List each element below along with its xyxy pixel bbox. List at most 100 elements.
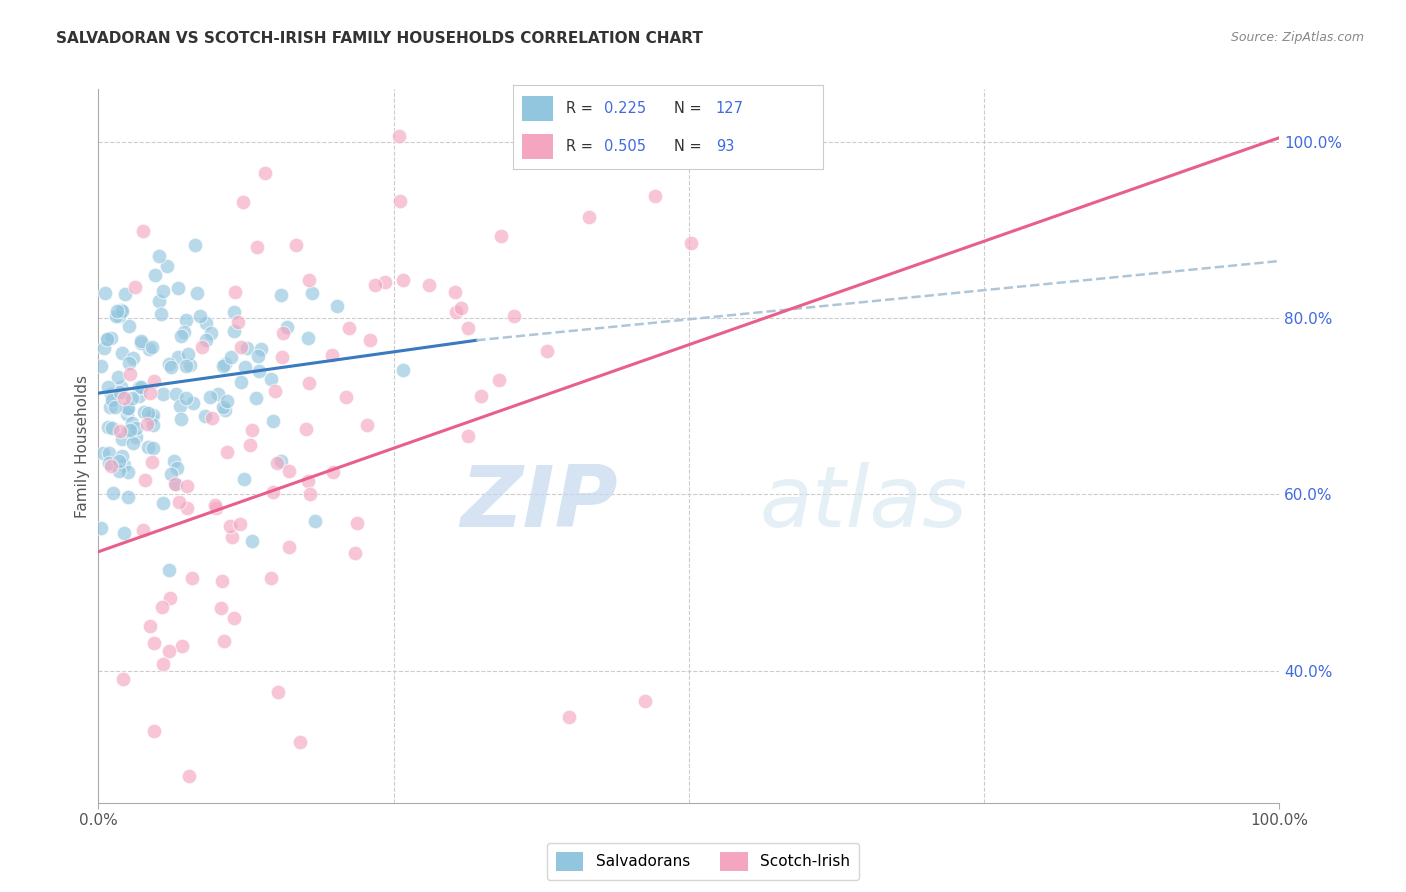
Point: [204, 498, 226, 512]
Legend: Salvadorans, Scotch-Irish: Salvadorans, Scotch-Irish: [547, 843, 859, 880]
Point: [491, 228, 513, 243]
Y-axis label: Family Households: Family Households: [75, 375, 90, 517]
Text: ZIP: ZIP: [460, 461, 619, 545]
Point: [157, 644, 180, 658]
Point: [97, 420, 120, 434]
Point: [298, 487, 321, 501]
Point: [142, 374, 165, 388]
Point: [304, 514, 326, 528]
Point: [229, 516, 252, 531]
Point: [143, 268, 166, 283]
Point: [644, 189, 666, 203]
Point: [270, 288, 292, 302]
Point: [142, 636, 165, 650]
Text: SALVADORAN VS SCOTCH-IRISH FAMILY HOUSEHOLDS CORRELATION CHART: SALVADORAN VS SCOTCH-IRISH FAMILY HOUSEH…: [56, 31, 703, 46]
Point: [132, 405, 155, 419]
Point: [142, 418, 165, 433]
Point: [267, 685, 290, 699]
Point: [262, 414, 284, 428]
Point: [298, 273, 321, 287]
Point: [222, 611, 245, 625]
Point: [177, 769, 200, 783]
Text: 93: 93: [716, 139, 734, 154]
Point: [288, 735, 311, 749]
Point: [200, 326, 222, 340]
Point: [211, 400, 233, 414]
Point: [118, 423, 141, 437]
Point: [271, 326, 294, 341]
Point: [190, 340, 212, 354]
Point: [212, 633, 235, 648]
Point: [176, 313, 198, 327]
Point: [150, 600, 173, 615]
Point: [132, 223, 155, 237]
Point: [297, 474, 319, 488]
Point: [321, 348, 343, 362]
Point: [231, 194, 253, 209]
Point: [114, 286, 136, 301]
Point: [148, 248, 170, 262]
Point: [138, 406, 160, 420]
Point: [149, 307, 172, 321]
Point: [160, 467, 183, 482]
Point: [681, 235, 703, 250]
Point: [179, 359, 201, 373]
Point: [297, 331, 319, 345]
Point: [125, 430, 148, 444]
Point: [326, 299, 349, 313]
Point: [194, 316, 217, 330]
Point: [112, 391, 135, 405]
Point: [141, 455, 163, 469]
Point: [101, 420, 124, 434]
Point: [174, 391, 197, 405]
Point: [222, 324, 245, 338]
Point: [418, 277, 440, 292]
Point: [117, 490, 139, 504]
Point: [108, 454, 131, 468]
Point: [215, 445, 238, 459]
Point: [194, 409, 217, 423]
Point: [446, 304, 468, 318]
Point: [186, 285, 208, 300]
Point: [188, 309, 211, 323]
Point: [201, 410, 224, 425]
Point: [90, 359, 112, 374]
Point: [198, 390, 221, 404]
Point: [120, 367, 142, 381]
Point: [139, 385, 162, 400]
Point: [156, 260, 179, 274]
Point: [111, 345, 134, 359]
Point: [121, 351, 143, 365]
Point: [260, 571, 283, 585]
Point: [139, 619, 162, 633]
Point: [388, 128, 411, 143]
Point: [184, 238, 207, 252]
Point: [165, 386, 187, 401]
Point: [295, 422, 318, 436]
Point: [277, 465, 299, 479]
Point: [118, 319, 141, 334]
Point: [205, 501, 228, 516]
Point: [246, 240, 269, 254]
Point: [392, 362, 415, 376]
Point: [131, 334, 153, 348]
Point: [111, 672, 134, 686]
Point: [301, 285, 323, 300]
Point: [277, 540, 299, 554]
Point: [112, 525, 135, 540]
Point: [343, 546, 366, 560]
Point: [139, 411, 162, 425]
Point: [131, 379, 153, 393]
Point: [249, 364, 271, 378]
Point: [142, 441, 165, 455]
Point: [167, 351, 190, 365]
Point: [108, 425, 131, 439]
Point: [124, 280, 146, 294]
Point: [224, 285, 246, 300]
Point: [240, 533, 263, 548]
Point: [134, 473, 156, 487]
Point: [157, 357, 180, 371]
Point: [264, 384, 287, 399]
Point: [96, 332, 118, 346]
Point: [172, 639, 194, 653]
